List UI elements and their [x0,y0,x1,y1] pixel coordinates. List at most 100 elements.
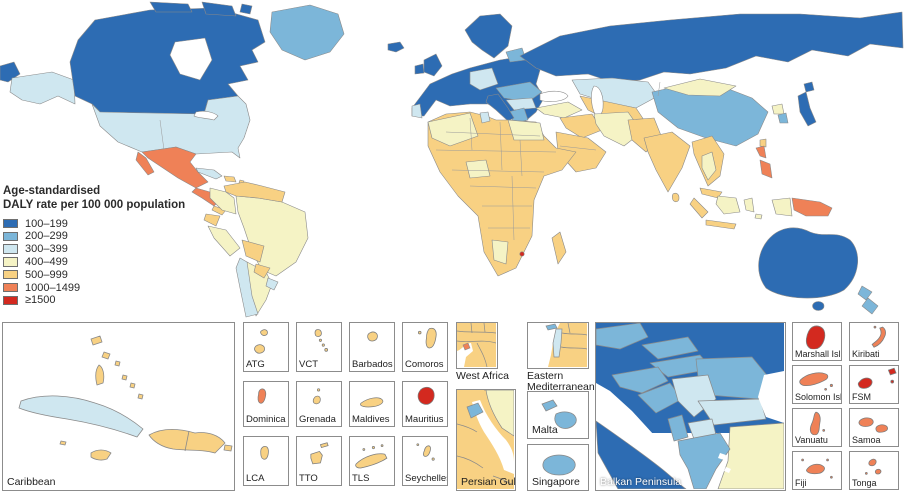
region-sumatra [689,197,709,219]
inset-box-label: Vanuatu [795,435,828,445]
legend-label: ≥1500 [25,294,56,307]
cayman [59,440,67,446]
region-sri-lanka [671,192,680,203]
region-uruguay [265,277,279,291]
inset-box-label: Samoa [852,435,881,445]
inset-box-marshall-isl: Marshall Isl [792,322,842,361]
region-ecuador [203,213,221,227]
inset-box-label: Dominica [246,414,286,425]
island-shape [417,386,435,405]
island-shape [871,325,886,348]
country-borders [159,81,661,241]
gulf-borders [457,423,512,485]
bahamas [90,335,144,400]
west-africa-borders [457,323,496,367]
region-madagascar [551,231,567,265]
island-shape [355,444,388,469]
region-hispaniola [223,175,237,183]
island-shape [416,443,435,461]
region-japan [797,81,817,127]
region-scandinavia [464,13,513,59]
legend-swatch [3,295,18,306]
region-egypt [507,119,545,141]
region-new-zealand [857,285,879,315]
island-shape [417,327,437,349]
island-shape [857,367,897,389]
inset-box-tonga: Tonga [849,451,899,490]
inset-box-label: Maldives [352,414,390,425]
legend-label: 300–399 [25,243,68,256]
inset-west-africa [456,322,498,369]
inset-box-atg: ATG [243,322,289,372]
inset-east-med-label-2: Mediterranean [527,381,595,393]
region-north-korea [771,103,785,115]
balkan-croatia [611,366,669,394]
gulf-iran [484,390,514,437]
inset-box-label: Barbados [352,359,393,370]
singapore-island [542,454,576,476]
island-shape [314,329,329,352]
legend-item: 300–399 [3,243,185,256]
legend-item: 500–999 [3,268,185,281]
legend-items: 100–199 200–299 300–399 400–499 500–999 1000–… [3,217,185,307]
inset-persian-gulf: Persian Gulf [456,389,516,491]
region-swaziland [519,251,525,257]
inset-box-label: VCT [299,359,318,370]
inset-box-label: LCA [246,473,265,484]
balkan-aegean-islands [712,453,731,481]
inset-box-label: Mauritius [405,414,444,425]
cyprus [545,323,558,331]
legend-title: Age-standardised DALY rate per 100 000 p… [3,185,185,212]
inset-east-med-label-1: Eastern [527,370,564,382]
island-shape [312,388,321,405]
inset-box-solomon-isl: Solomon Isl [792,365,842,404]
region-taiwan [759,138,767,148]
region-java [705,219,737,230]
inset-box-barbados: Barbados [349,322,395,372]
region-colombia [209,187,237,215]
legend-swatch [3,269,18,280]
hudson-bay [169,37,213,81]
inset-box-mauritius: Mauritius [402,381,448,427]
cuba [18,395,144,438]
legend-swatch [3,282,18,293]
legend-label: 500–999 [25,268,68,281]
island-shape [858,417,888,433]
region-papua-new-guinea [791,197,833,217]
legend-item: 200–299 [3,230,185,243]
region-portugal [411,103,423,119]
inset-box-label: Grenada [299,414,336,425]
east-med-sea [528,323,560,367]
region-turkey [535,101,583,119]
island-shape [809,411,826,436]
inset-persian-gulf-label: Persian Gulf [461,476,516,488]
inset-caribbean-label: Caribbean [7,476,56,488]
inset-box-label: TLS [352,473,370,484]
region-usa [91,95,251,159]
balkan-bulgaria [697,398,767,426]
great-lakes [193,110,219,121]
inset-singapore: Singapore [527,444,589,491]
region-philippines [755,145,773,179]
inset-singapore-label: Singapore [532,476,580,488]
legend-label: 100–199 [25,217,68,230]
inset-box-label: Solomon Isl [795,392,842,402]
region-australia [758,227,858,299]
region-borneo [715,195,741,215]
region-west-papua [771,197,793,217]
inset-box-label: Comoros [405,359,444,370]
island-shape [310,442,329,465]
region-arctic-islands [149,1,253,17]
inset-box-label: FSM [852,392,871,402]
gozo [541,399,558,412]
legend-label: 400–499 [25,255,68,268]
region-greenland [269,4,345,61]
region-thailand [701,151,717,181]
island-shape [801,458,833,479]
legend-swatch [3,231,18,242]
gulf-water [472,400,514,474]
legend-item: 1000–1499 [3,281,185,294]
inset-box-fsm: FSM [849,365,899,404]
balkan-turkey [717,422,784,489]
